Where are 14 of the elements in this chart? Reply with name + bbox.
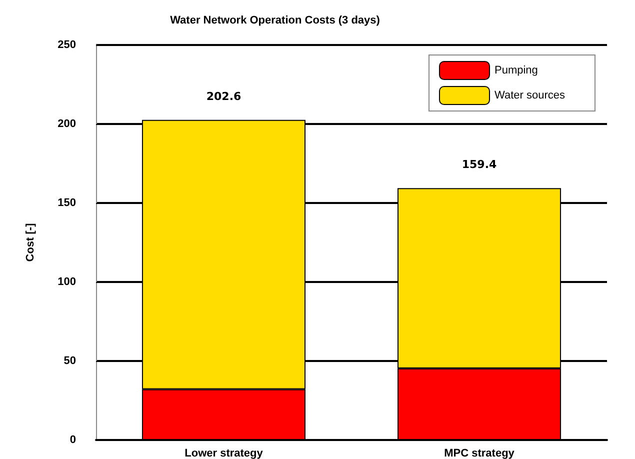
- chart-title: Water Network Operation Costs (3 days): [170, 14, 380, 26]
- x-tick-label: MPC strategy: [444, 448, 516, 459]
- y-tick-label: 100: [58, 276, 76, 288]
- x-tick-label: Lower strategy: [184, 448, 264, 459]
- y-tick-label: 250: [58, 39, 76, 51]
- total-label: 159.4: [462, 158, 497, 172]
- y-tick-label: 0: [70, 434, 76, 446]
- legend-label: Pumping: [494, 64, 538, 76]
- total-label: 202.6: [206, 90, 242, 103]
- y-tick-label: 50: [64, 355, 76, 367]
- y-axis-title: Cost [-]: [24, 222, 36, 262]
- legend-label: Water sources: [494, 90, 566, 102]
- y-tick-label: 150: [58, 197, 76, 209]
- y-tick-label: 200: [58, 118, 76, 130]
